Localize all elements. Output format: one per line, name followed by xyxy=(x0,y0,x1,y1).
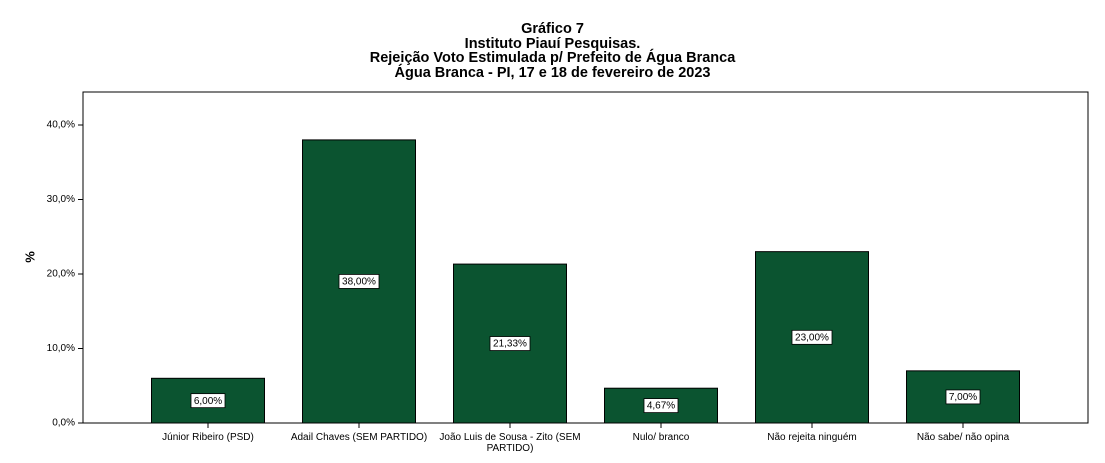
data-label-box xyxy=(945,389,981,405)
plot-frame xyxy=(82,91,1089,424)
data-label: 7,00% xyxy=(949,392,977,403)
x-tick-label: Adail Chaves (SEM PARTIDO) xyxy=(291,432,427,443)
x-axis: Júnior Ribeiro (PSD) Adail Chaves (SEM PA… xyxy=(162,423,1010,454)
data-label: 21,33% xyxy=(493,339,527,350)
title-line-1: Gráfico 7 xyxy=(521,21,584,37)
x-tick-label: Não sabe/ não opina xyxy=(917,432,1010,443)
y-tick-label: 10,0% xyxy=(47,343,75,354)
y-tick-label: 40,0% xyxy=(47,120,75,131)
data-label: 38,00% xyxy=(342,277,376,288)
data-label-box xyxy=(643,398,679,414)
y-axis: 0,0% 10,0% 20,0% 30,0% 40,0% xyxy=(47,120,83,429)
y-tick-label: 30,0% xyxy=(47,194,75,205)
data-label-box xyxy=(489,336,531,351)
title-line-4: Água Branca - PI, 17 e 18 de fevereiro d… xyxy=(394,64,711,81)
y-tick-label: 20,0% xyxy=(47,269,75,280)
title-line-2: Instituto Piauí Pesquisas. xyxy=(464,35,641,52)
x-tick-label: Não rejeita ninguém xyxy=(767,432,857,443)
chart-title: Gráfico 7 Instituto Piauí Pesquisas. Rej… xyxy=(0,22,1105,80)
data-label-box xyxy=(338,274,380,289)
x-tick-label: Nulo/ branco xyxy=(633,432,690,443)
bars: 6,00% 38,00% 21,33% 4,67% 23,00% 7,00% xyxy=(151,139,1020,424)
x-tick-label: PARTIDO) xyxy=(487,443,534,454)
title-line-3: Rejeição Voto Estimulada p/ Prefeito de … xyxy=(369,50,736,66)
y-axis-label: % xyxy=(22,251,37,263)
data-label-box xyxy=(791,329,833,345)
data-label: 6,00% xyxy=(194,396,222,407)
data-label: 4,67% xyxy=(647,401,675,412)
x-tick-label: Júnior Ribeiro (PSD) xyxy=(162,432,254,443)
data-label-box xyxy=(190,393,226,409)
x-tick-label: João Luis de Sousa - Zito (SEM xyxy=(439,432,580,443)
data-label: 23,00% xyxy=(795,332,829,343)
y-tick-label: 0,0% xyxy=(52,418,75,429)
